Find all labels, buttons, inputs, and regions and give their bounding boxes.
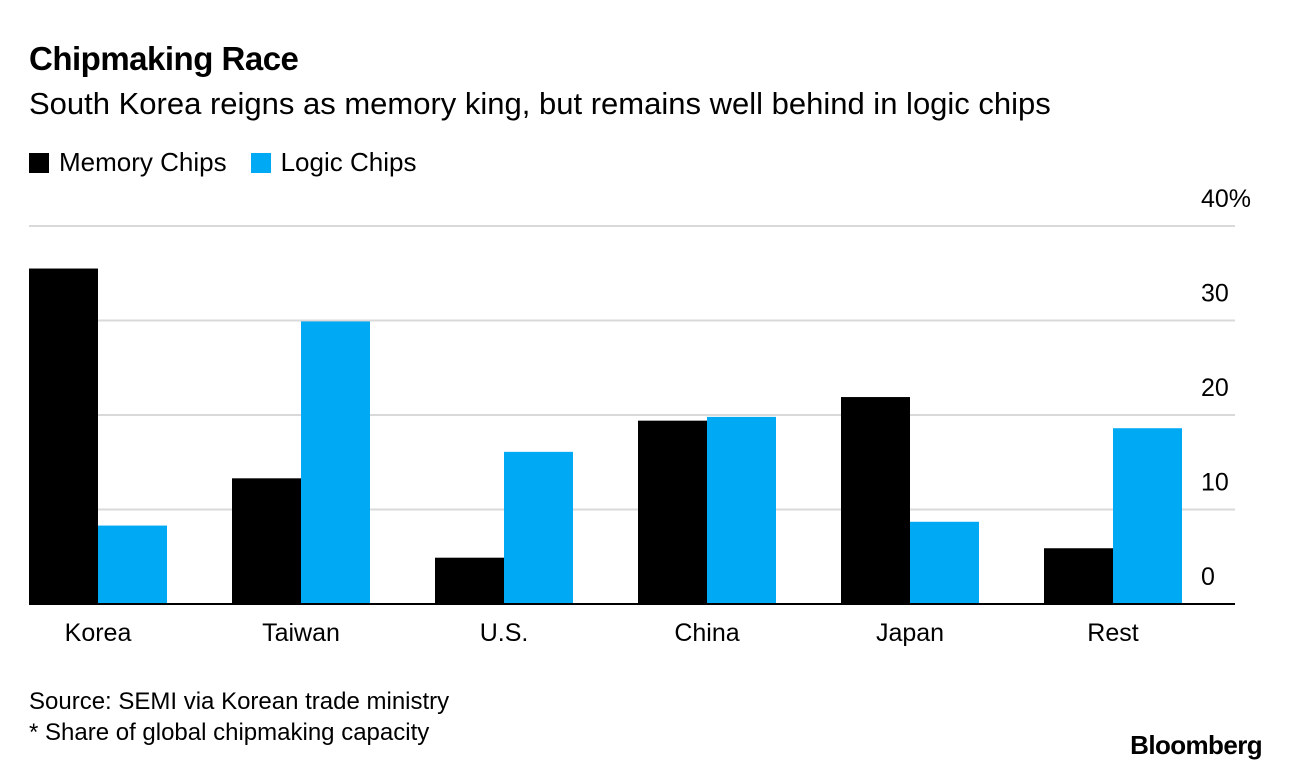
bar-logic-japan [910,521,979,604]
bar-memory-japan [841,397,910,604]
chart-subtitle: South Korea reigns as memory king, but r… [29,86,1051,121]
gridlines [29,225,1235,511]
bar-logic-taiwan [301,321,370,604]
x-axis-labels: Korea Taiwan U.S. China Japan Rest [65,619,1139,647]
y-tick-label: 30 [1201,280,1229,308]
chart-title: Chipmaking Race [29,40,299,77]
legend-label-logic: Logic Chips [280,147,417,177]
footnote: * Share of global chipmaking capacity [29,719,430,746]
y-tick-label: 40% [1201,185,1251,213]
legend-swatch-memory [29,152,49,173]
legend: Memory Chips Logic Chips [29,147,440,178]
bar-memory-us [435,557,504,604]
bar-logic-china [707,416,776,604]
x-tick-label: Japan [876,619,944,647]
y-axis-labels: 0 10 20 30 40% [1201,185,1251,591]
x-tick-label: U.S. [480,619,529,647]
bar-logic-us [504,451,573,604]
legend-swatch-logic [250,152,271,173]
y-tick-label: 20 [1201,374,1229,402]
bloomberg-logo: Bloomberg [1130,730,1262,760]
y-tick-label: 10 [1201,469,1229,497]
x-tick-label: Taiwan [262,619,340,647]
bar-logic-korea [98,525,167,604]
x-tick-label: Rest [1087,619,1138,647]
legend-item-logic: Logic Chips [250,147,417,178]
bars [29,268,1182,604]
bar-memory-korea [29,268,98,604]
legend-item-memory: Memory Chips [29,147,227,178]
x-tick-label: China [674,619,739,647]
y-tick-label: 0 [1201,563,1215,591]
bar-memory-rest [1044,548,1113,604]
source-note: Source: SEMI via Korean trade ministry [29,688,450,715]
bar-memory-taiwan [232,478,301,604]
bar-logic-rest [1113,428,1182,604]
legend-label-memory: Memory Chips [59,147,227,177]
x-tick-label: Korea [65,619,132,647]
footer: Source: SEMI via Korean trade ministry *… [29,686,449,748]
bar-memory-china [638,420,707,604]
